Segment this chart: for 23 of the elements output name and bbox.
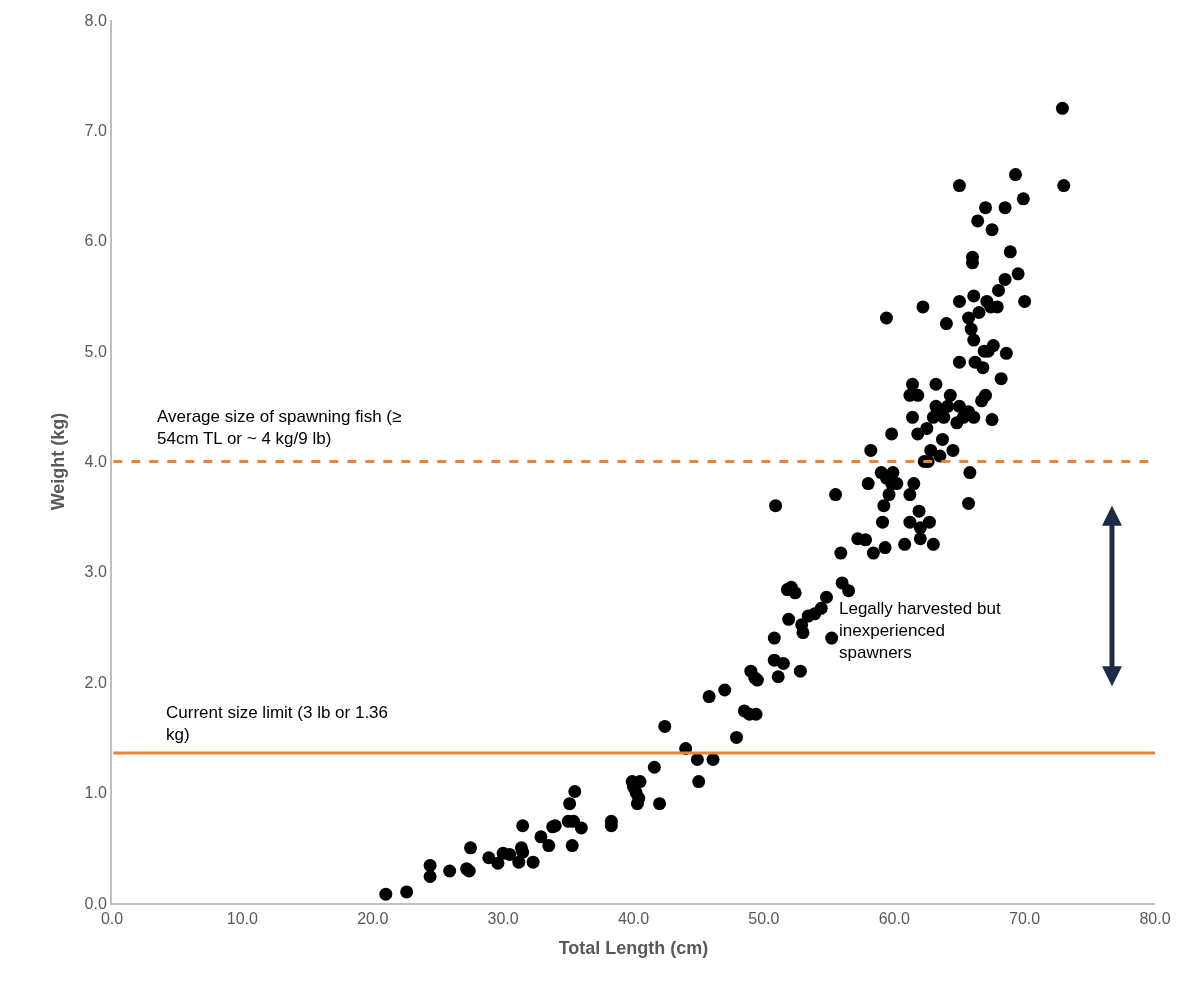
y-axis-title: Weight (kg)	[48, 412, 69, 511]
x-tick-label: 10.0	[226, 910, 259, 928]
ref-line-label: Current size limit (3 lb or 1.36 kg)	[166, 703, 389, 745]
y-tick-label: 5.0	[84, 342, 107, 360]
x-tick-label: 80.0	[1139, 910, 1171, 928]
x-tick-label: 60.0	[878, 910, 910, 928]
x-axis-title: Total Length (cm)	[558, 937, 709, 958]
x-tick-label: 40.0	[617, 910, 650, 928]
y-tick-label: 1.0	[84, 784, 107, 802]
y-tick-label: 7.0	[84, 121, 107, 139]
y-tick-label: 3.0	[84, 563, 107, 581]
x-tick-label: 30.0	[487, 910, 519, 928]
y-tick-label: 4.0	[84, 453, 107, 471]
y-tick-label: 0.0	[84, 894, 107, 912]
x-tick-label: 20.0	[357, 910, 389, 928]
y-tick-label: 2.0	[84, 673, 107, 691]
ref-line-label: Average size of spawning fish (≥ 54cm TL or ~ 4 kg/9 lb)	[157, 407, 402, 449]
annotation: Legally harvested but inexperienced spawners	[839, 599, 1001, 663]
x-tick-label: 70.0	[1009, 910, 1041, 928]
x-tick-label: 0.0	[100, 910, 124, 928]
y-tick-label: 8.0	[84, 11, 107, 29]
x-tick-label: 50.0	[748, 910, 780, 928]
y-tick-label: 6.0	[84, 232, 107, 250]
